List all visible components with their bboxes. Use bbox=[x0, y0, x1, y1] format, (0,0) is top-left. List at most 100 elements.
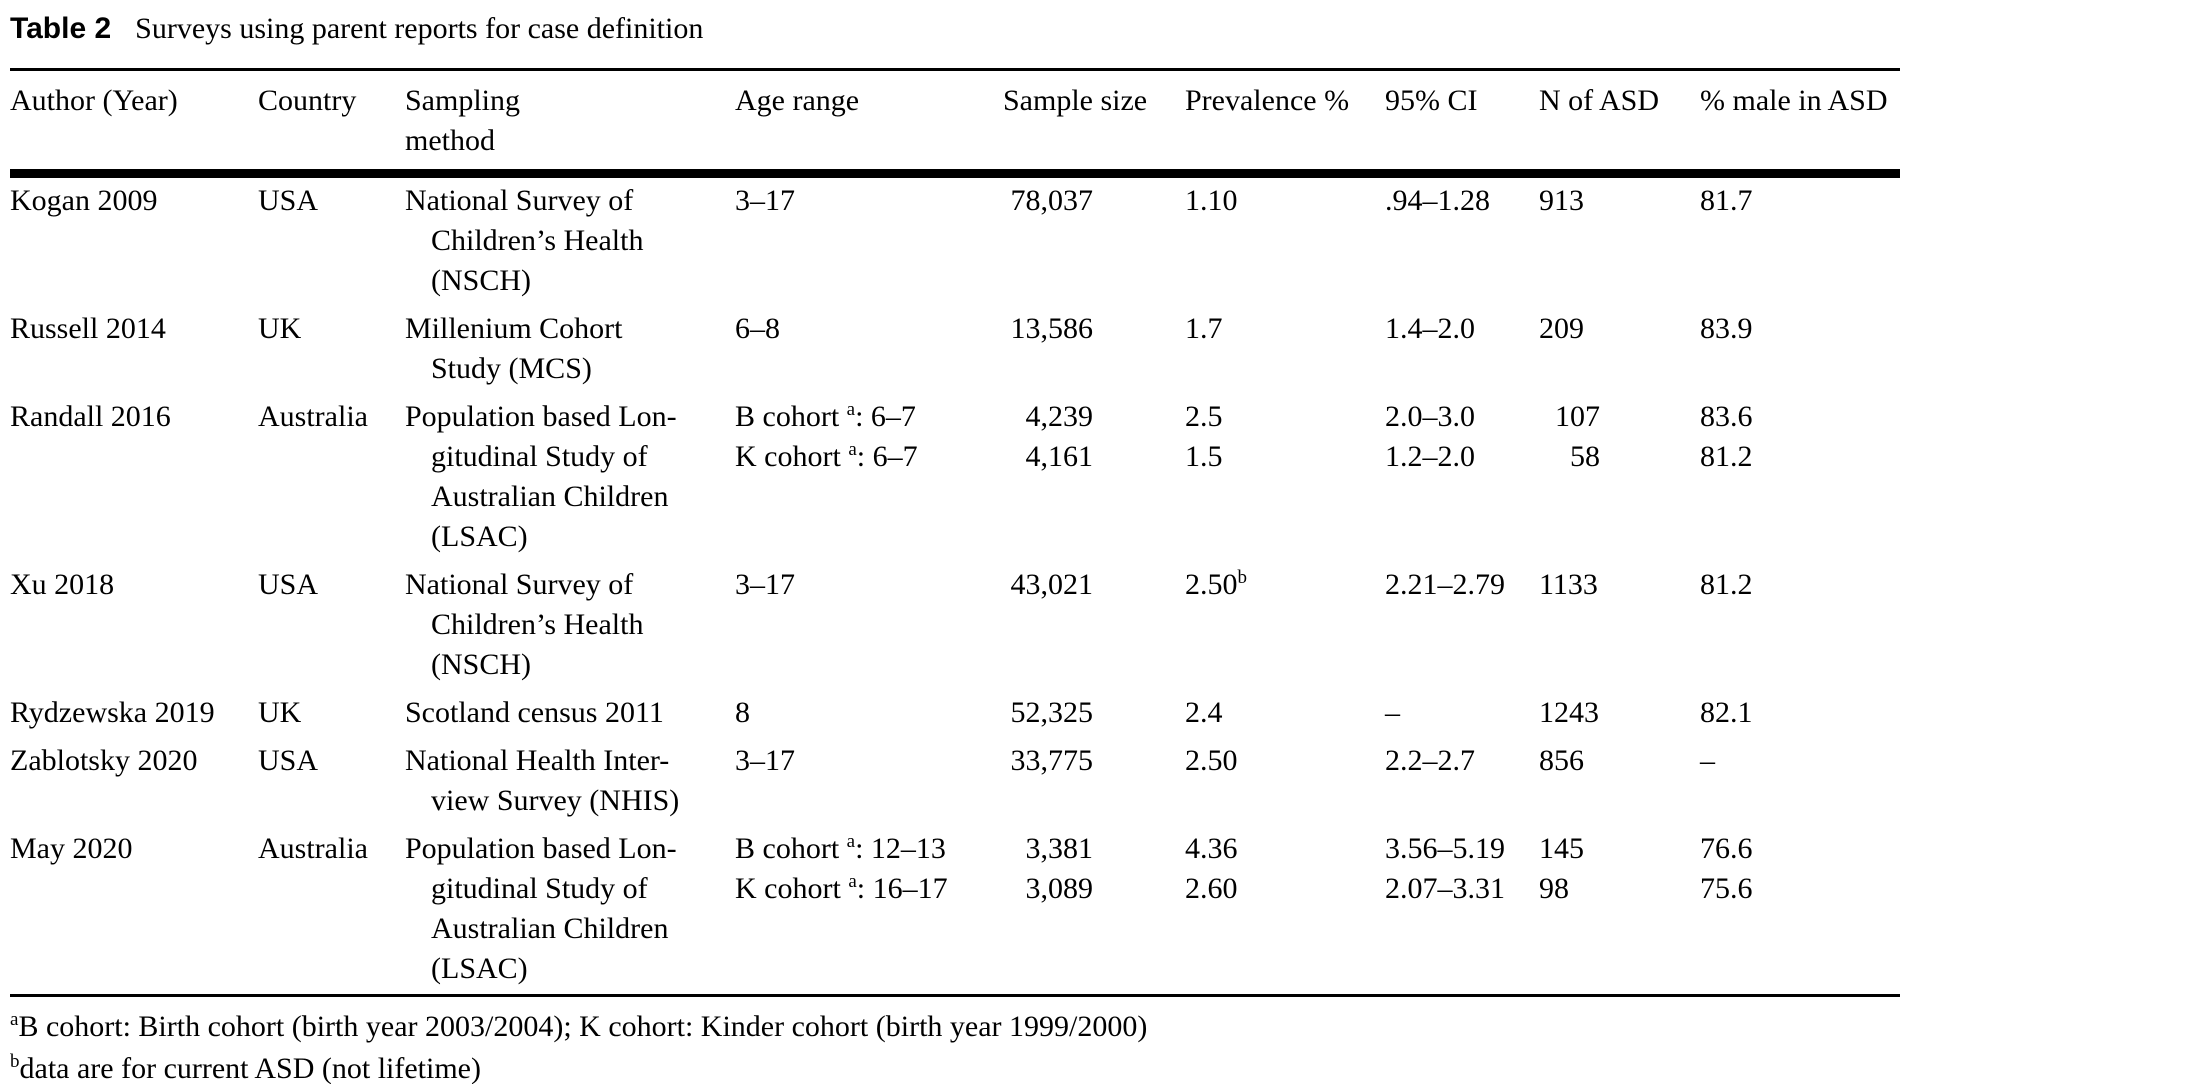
cell-country: Australia bbox=[258, 826, 405, 996]
ci-value: 1.4–2.0 bbox=[1385, 312, 1475, 345]
sampling-method-line: view Survey (NHIS) bbox=[431, 784, 680, 817]
n-asd-value: 107 bbox=[1555, 400, 1600, 433]
age-range-footnote-marker: a bbox=[848, 871, 857, 892]
sampling-method-line: Population based Lon- bbox=[405, 832, 677, 865]
n-asd-value: 145 bbox=[1539, 832, 1584, 865]
cell-prevalence: 4.36 2.60 bbox=[1185, 826, 1385, 996]
sampling-method-line: National Survey of bbox=[405, 184, 634, 217]
sampling-method-line: Population based Lon- bbox=[405, 400, 677, 433]
sample-size-value: 4,161 bbox=[1025, 440, 1094, 473]
country-text: USA bbox=[258, 184, 319, 217]
age-range-line: 8 bbox=[735, 693, 985, 733]
cell-95ci: – bbox=[1385, 690, 1539, 738]
cell-country: USA bbox=[258, 738, 405, 826]
column-header-nasd: N of ASD bbox=[1539, 69, 1700, 178]
column-header-male: % male in ASD bbox=[1700, 69, 1900, 178]
cell-author: May 2020 bbox=[10, 826, 258, 996]
prevalence-value: 2.4 bbox=[1185, 696, 1223, 729]
sample-size-value: 33,775 bbox=[1010, 744, 1094, 777]
sampling-method-line: (LSAC) bbox=[431, 952, 528, 985]
sampling-method-line: Millenium Cohort bbox=[405, 312, 623, 345]
cell-n-of-asd: 209 bbox=[1539, 306, 1700, 394]
table-row: May 2020 Australia Population based Lon-gi… bbox=[10, 826, 1900, 996]
cell-sample-size: 13,586 bbox=[985, 306, 1185, 394]
table-row: Russell 2014 UK Millenium Cohort Study (MCS… bbox=[10, 306, 1900, 394]
age-range-line: 6–8 bbox=[735, 309, 985, 349]
table-caption-label: Table 2 bbox=[10, 12, 112, 45]
age-range-text: B cohort bbox=[735, 400, 847, 433]
age-range-footnote-marker: a bbox=[846, 399, 856, 420]
pct-male-value: 83.6 bbox=[1700, 400, 1753, 433]
age-range-line: B cohort a: 12–13 bbox=[735, 829, 985, 869]
column-header-sample: Sample size bbox=[985, 69, 1185, 178]
table-row: Kogan 2009 USA National Survey of Children’… bbox=[10, 174, 1900, 307]
footnote-a-text: B cohort: Birth cohort (birth year 2003/… bbox=[18, 1010, 1148, 1043]
prevalence-value: 2.5 bbox=[1185, 400, 1223, 433]
age-range-line: B cohort a: 6–7 bbox=[735, 397, 985, 437]
cell-age-range: 3–17 bbox=[735, 174, 985, 307]
cell-country: UK bbox=[258, 690, 405, 738]
prevalence-value: 2.60 bbox=[1185, 872, 1238, 905]
cell-sampling-method: National Survey of Children’s Health (NSCH… bbox=[405, 174, 735, 307]
sample-size-value: 13,586 bbox=[1010, 312, 1094, 345]
sample-size-value: 3,381 bbox=[1025, 832, 1094, 865]
sampling-method-line: gitudinal Study of bbox=[431, 872, 648, 905]
cell-pct-male: 83.6 81.2 bbox=[1700, 394, 1900, 562]
prevalence-value: 1.5 bbox=[1185, 440, 1223, 473]
sample-size-value: 4,239 bbox=[1025, 400, 1094, 433]
sampling-method-line: Children’s Health bbox=[431, 224, 644, 257]
n-asd-value: 856 bbox=[1539, 744, 1584, 777]
author-text: Kogan 2009 bbox=[10, 184, 158, 217]
prevalence-value: 1.7 bbox=[1185, 312, 1223, 345]
sample-size-value: 3,089 bbox=[1025, 872, 1094, 905]
cell-95ci: 1.4–2.0 bbox=[1385, 306, 1539, 394]
column-header-country: Country bbox=[258, 69, 405, 178]
cell-sample-size: 78,037 bbox=[985, 174, 1185, 307]
sampling-method-line: Scotland census 2011 bbox=[405, 696, 664, 729]
age-range-text: : 16–17 bbox=[856, 872, 948, 905]
prevalence-footnote-marker: b bbox=[1237, 567, 1248, 588]
cell-author: Randall 2016 bbox=[10, 394, 258, 562]
sampling-method-line: (NSCH) bbox=[431, 648, 532, 681]
cell-sampling-method: National Health Inter-view Survey (NHIS) bbox=[405, 738, 735, 826]
country-text: Australia bbox=[258, 400, 368, 433]
cell-prevalence: 1.7 bbox=[1185, 306, 1385, 394]
column-header-ci: 95% CI bbox=[1385, 69, 1539, 178]
cell-age-range: 6–8 bbox=[735, 306, 985, 394]
sample-size-value: 78,037 bbox=[1010, 184, 1094, 217]
cell-sampling-method: Scotland census 2011 bbox=[405, 690, 735, 738]
sample-size-value: 43,021 bbox=[1010, 568, 1094, 601]
prevalence-line: 2.5 bbox=[1185, 397, 1385, 437]
author-text: May 2020 bbox=[10, 832, 133, 865]
age-range-text: : 6–7 bbox=[855, 400, 916, 433]
cell-pct-male: 76.6 75.6 bbox=[1700, 826, 1900, 996]
cell-sampling-method: Population based Lon-gitudinal Study of A… bbox=[405, 826, 735, 996]
footnote-b-text: data are for current ASD (not lifetime) bbox=[19, 1052, 481, 1084]
cell-pct-male: 81.2 bbox=[1700, 562, 1900, 690]
table-row: Rydzewska 2019 UK Scotland census 2011 8 52,… bbox=[10, 690, 1900, 738]
cell-country: USA bbox=[258, 174, 405, 307]
age-range-text: K cohort bbox=[735, 440, 849, 473]
sampling-method-line: National Health Inter- bbox=[405, 744, 670, 777]
cell-n-of-asd: 107 58 bbox=[1539, 394, 1700, 562]
cell-country: Australia bbox=[258, 394, 405, 562]
pct-male-value: 81.7 bbox=[1700, 184, 1753, 217]
author-text: Rydzewska 2019 bbox=[10, 696, 215, 729]
cell-95ci: .94–1.28 bbox=[1385, 174, 1539, 307]
cell-prevalence: 2.50 bbox=[1185, 738, 1385, 826]
table-caption: Table 2 Surveys using parent reports for … bbox=[10, 12, 703, 46]
cell-age-range: 3–17 bbox=[735, 562, 985, 690]
cell-95ci: 2.21–2.79 bbox=[1385, 562, 1539, 690]
pct-male-value: 82.1 bbox=[1700, 696, 1753, 729]
cell-prevalence: 2.4 bbox=[1185, 690, 1385, 738]
cell-95ci: 2.2–2.7 bbox=[1385, 738, 1539, 826]
cell-pct-male: 82.1 bbox=[1700, 690, 1900, 738]
country-text: UK bbox=[258, 696, 302, 729]
n-asd-value: 98 bbox=[1539, 872, 1569, 905]
cell-author: Kogan 2009 bbox=[10, 174, 258, 307]
cell-author: Russell 2014 bbox=[10, 306, 258, 394]
cell-sample-size: 33,775 bbox=[985, 738, 1185, 826]
age-range-text: 6–8 bbox=[735, 312, 780, 345]
ci-value: 2.0–3.0 bbox=[1385, 400, 1475, 433]
